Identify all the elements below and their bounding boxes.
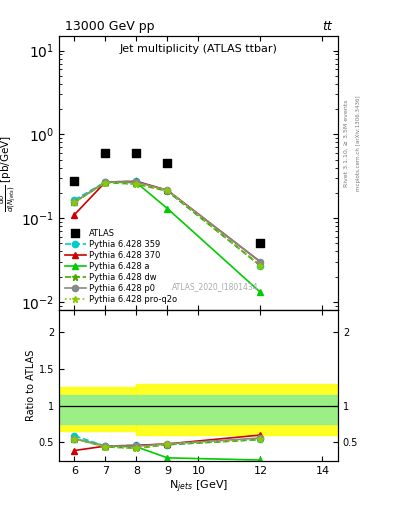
Pythia 6.428 p0 [258,259,263,265]
Pythia 6.428 a [258,289,263,295]
Pythia 6.428 a [72,199,77,205]
ATLAS [71,177,77,185]
Text: tt: tt [323,20,332,33]
Line: Pythia 6.428 p0: Pythia 6.428 p0 [71,179,264,265]
Line: Pythia 6.428 a: Pythia 6.428 a [71,179,264,295]
Pythia 6.428 p0 [165,187,170,194]
Pythia 6.428 370 [258,259,263,265]
Pythia 6.428 dw [165,188,170,194]
Legend: ATLAS, Pythia 6.428 359, Pythia 6.428 370, Pythia 6.428 a, Pythia 6.428 dw, Pyth: ATLAS, Pythia 6.428 359, Pythia 6.428 37… [63,227,179,306]
Pythia 6.428 p0 [103,179,108,185]
X-axis label: N$_{jets}$ [GeV]: N$_{jets}$ [GeV] [169,478,228,495]
Line: Pythia 6.428 370: Pythia 6.428 370 [71,178,264,265]
Y-axis label: Ratio to ATLAS: Ratio to ATLAS [26,350,36,421]
Pythia 6.428 370 [134,178,139,184]
Pythia 6.428 359 [134,178,139,184]
Pythia 6.428 359 [165,188,170,194]
ATLAS [257,239,264,247]
Pythia 6.428 370 [165,187,170,194]
ATLAS [133,149,140,157]
Pythia 6.428 359 [258,263,263,269]
Pythia 6.428 dw [258,263,263,269]
Line: Pythia 6.428 pro-q2o: Pythia 6.428 pro-q2o [71,180,264,269]
Pythia 6.428 370 [72,211,77,218]
Pythia 6.428 dw [103,180,108,186]
Text: 13000 GeV pp: 13000 GeV pp [64,20,154,33]
ATLAS [102,149,108,157]
Text: Rivet 3.1.10, ≥ 3.5M events: Rivet 3.1.10, ≥ 3.5M events [344,100,349,187]
Pythia 6.428 dw [72,199,77,205]
Line: Pythia 6.428 dw: Pythia 6.428 dw [71,180,264,269]
Pythia 6.428 a [165,205,170,211]
Text: Jet multiplicity (ATLAS ttbar): Jet multiplicity (ATLAS ttbar) [119,44,277,54]
Pythia 6.428 pro-q2o [165,187,170,194]
Pythia 6.428 pro-q2o [134,181,139,187]
Pythia 6.428 a [134,180,139,186]
Pythia 6.428 p0 [134,179,139,185]
Pythia 6.428 p0 [72,199,77,205]
Line: Pythia 6.428 359: Pythia 6.428 359 [71,178,264,269]
Pythia 6.428 dw [134,181,139,187]
Pythia 6.428 359 [72,197,77,203]
ATLAS [164,159,171,167]
Pythia 6.428 a [103,179,108,185]
Pythia 6.428 359 [103,179,108,185]
Pythia 6.428 pro-q2o [72,199,77,205]
Pythia 6.428 pro-q2o [258,263,263,269]
Text: ATLAS_2020_I1801434: ATLAS_2020_I1801434 [172,282,259,291]
Pythia 6.428 pro-q2o [103,180,108,186]
Text: mcplots.cern.ch [arXiv:1306.3436]: mcplots.cern.ch [arXiv:1306.3436] [356,96,361,191]
Pythia 6.428 370 [103,179,108,185]
Y-axis label: $\frac{d\sigma}{d(N_{jets})}$ [pb/GeV]: $\frac{d\sigma}{d(N_{jets})}$ [pb/GeV] [0,134,18,211]
